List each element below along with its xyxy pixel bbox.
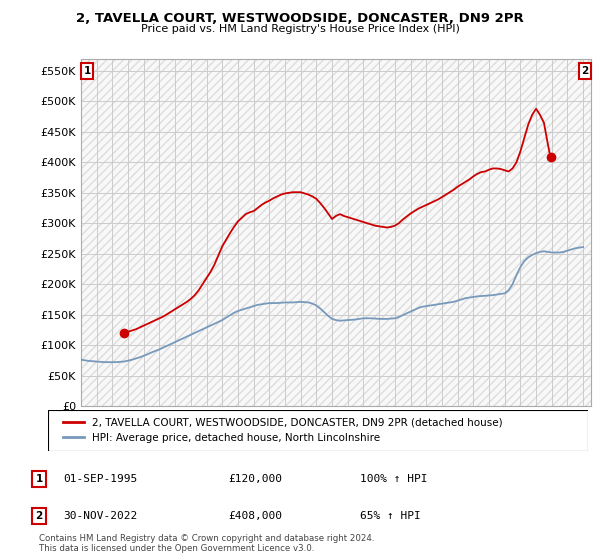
Text: 1: 1	[83, 66, 91, 76]
Legend: 2, TAVELLA COURT, WESTWOODSIDE, DONCASTER, DN9 2PR (detached house), HPI: Averag: 2, TAVELLA COURT, WESTWOODSIDE, DONCASTE…	[59, 414, 507, 447]
Text: £408,000: £408,000	[228, 511, 282, 521]
Text: Contains HM Land Registry data © Crown copyright and database right 2024.
This d: Contains HM Land Registry data © Crown c…	[39, 534, 374, 553]
Text: 65% ↑ HPI: 65% ↑ HPI	[360, 511, 421, 521]
Text: 01-SEP-1995: 01-SEP-1995	[63, 474, 137, 484]
Text: 2, TAVELLA COURT, WESTWOODSIDE, DONCASTER, DN9 2PR: 2, TAVELLA COURT, WESTWOODSIDE, DONCASTE…	[76, 12, 524, 25]
Text: Price paid vs. HM Land Registry's House Price Index (HPI): Price paid vs. HM Land Registry's House …	[140, 24, 460, 34]
Text: 100% ↑ HPI: 100% ↑ HPI	[360, 474, 427, 484]
Text: 2: 2	[35, 511, 43, 521]
FancyBboxPatch shape	[48, 410, 588, 451]
Text: 1: 1	[35, 474, 43, 484]
Text: 2: 2	[581, 66, 589, 76]
Text: £120,000: £120,000	[228, 474, 282, 484]
Text: 30-NOV-2022: 30-NOV-2022	[63, 511, 137, 521]
